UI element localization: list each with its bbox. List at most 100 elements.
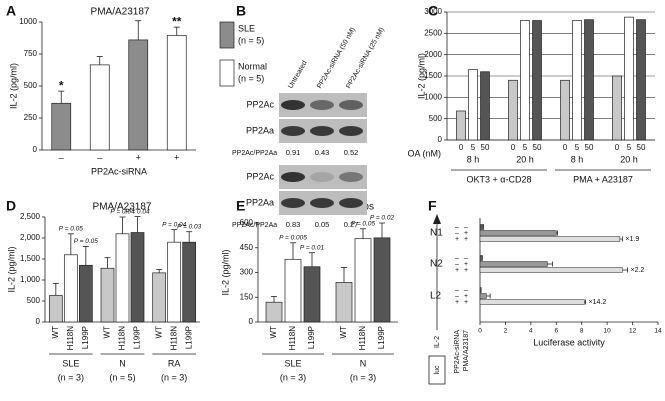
- arrow-head: [433, 214, 441, 224]
- bar-label: H118N: [169, 326, 178, 351]
- y-tick-label: 250: [24, 113, 38, 122]
- blot-row-label: PP2Ac: [246, 171, 274, 181]
- bar-label: 50: [481, 143, 490, 152]
- y-tick-label: 600: [240, 218, 254, 227]
- bar: [167, 241, 182, 323]
- bar: [373, 237, 391, 323]
- bar: [89, 64, 110, 151]
- bar: [479, 224, 485, 230]
- group-note: (n = 3): [58, 372, 84, 382]
- bar: [182, 241, 197, 323]
- bar: [354, 238, 372, 323]
- blot-band: [339, 172, 363, 182]
- group-note: (n = 3): [280, 372, 306, 382]
- ratio-label: PP2Ac/PP2Aa: [232, 222, 277, 229]
- bar: [636, 19, 646, 141]
- y-tick-label: 300: [240, 268, 254, 277]
- y-tick-label: 2500: [424, 28, 442, 37]
- bar: [303, 266, 321, 323]
- annotation: P = 0.04: [110, 209, 135, 216]
- bar: [100, 267, 115, 323]
- bar-label: H118N: [66, 326, 75, 351]
- x-tick-label: 8: [580, 328, 584, 335]
- ratio-value: 0.52: [344, 148, 359, 157]
- panel-letter: D: [6, 198, 16, 214]
- bar: [166, 35, 187, 151]
- y-tick-label: 2,000: [20, 233, 41, 242]
- group-note: (n = 5): [109, 372, 135, 382]
- blot-band: [310, 100, 334, 110]
- bar: [130, 232, 145, 323]
- y-tick-label: 2000: [424, 50, 442, 59]
- bar-label: 50: [533, 143, 542, 152]
- blot-band: [339, 100, 363, 110]
- y-tick-label: 0: [33, 145, 38, 154]
- bar-label: 0: [511, 143, 516, 152]
- legend-note: (n = 5): [238, 35, 264, 45]
- condition-sign: –: [455, 293, 459, 300]
- condition-label: PMA/A23187: [463, 330, 470, 371]
- bar-label: 50: [637, 143, 646, 152]
- annotation: P = 0.005: [279, 235, 307, 242]
- y-tick-label: 3000: [424, 7, 442, 16]
- bar: [468, 69, 478, 141]
- bar: [560, 79, 570, 141]
- bar: [520, 20, 530, 141]
- annotation: P = 0.04: [125, 208, 150, 215]
- bar: [78, 264, 93, 323]
- y-tick-label: 500: [24, 81, 38, 90]
- x-tick-label: 0: [478, 328, 482, 335]
- reporter-label: luc: [434, 365, 441, 374]
- reporter-box: [428, 355, 446, 385]
- condition-sign: –: [464, 255, 468, 262]
- y-axis-label: IL-2 (pg/ml): [220, 249, 230, 295]
- y-axis-label: IL-2 (pg/ml): [8, 63, 18, 109]
- bar-label: L199P: [81, 326, 90, 349]
- group-label: N: [360, 358, 367, 368]
- blot-band: [310, 172, 334, 182]
- bar: [479, 293, 487, 299]
- condition-sign: +: [464, 261, 468, 268]
- blot-band: [339, 126, 363, 136]
- bar-label: 50: [585, 143, 594, 152]
- blot-row-label: PP2Aa: [246, 125, 274, 135]
- bar: [48, 295, 63, 323]
- x-tick-label: 20 h: [516, 154, 534, 164]
- panel-letter: B: [236, 3, 246, 19]
- bar-label: L199P: [377, 326, 386, 349]
- group-note: (n = 3): [350, 372, 376, 382]
- bar-label: H118N: [288, 326, 297, 351]
- chart-title: PMA/A23187: [91, 7, 150, 18]
- annotation: P = 0.01: [300, 244, 325, 251]
- ratio-value: 0.83: [286, 220, 301, 229]
- condition-sign: +: [455, 299, 459, 306]
- y-tick-label: 1,500: [20, 254, 41, 263]
- ratio-value: 0.05: [315, 220, 330, 229]
- x-tick-label: +: [136, 152, 141, 162]
- bar-label: WT: [339, 326, 348, 339]
- y-tick-label: 2,500: [20, 212, 41, 221]
- y-tick-label: 0: [36, 317, 41, 326]
- y-tick-label: 0: [438, 135, 443, 144]
- bar: [115, 233, 130, 323]
- legend-swatch: [219, 21, 235, 49]
- y-tick-label: 0: [249, 317, 254, 326]
- x-tick-label: 10: [604, 328, 612, 335]
- bar: [335, 282, 353, 323]
- bar-label: L199P: [133, 326, 142, 349]
- x-tick-label: +: [174, 152, 179, 162]
- ratio-value: 0.27: [344, 220, 359, 229]
- group-label: RA: [168, 358, 181, 368]
- y-axis-label: IL-2 (pg/ml): [6, 246, 16, 292]
- bar: [479, 230, 557, 236]
- x-axis-label: Luciferase activity: [533, 337, 605, 347]
- condition-sign: –: [464, 224, 468, 231]
- x-tick-label: 20 h: [620, 154, 638, 164]
- annotation: ×2.2: [630, 267, 644, 274]
- y-tick-label: 150: [240, 292, 254, 301]
- condition-sign: –: [455, 224, 459, 231]
- panel-letter: A: [6, 3, 16, 19]
- bar: [532, 20, 542, 141]
- bar-label: H118N: [118, 326, 127, 351]
